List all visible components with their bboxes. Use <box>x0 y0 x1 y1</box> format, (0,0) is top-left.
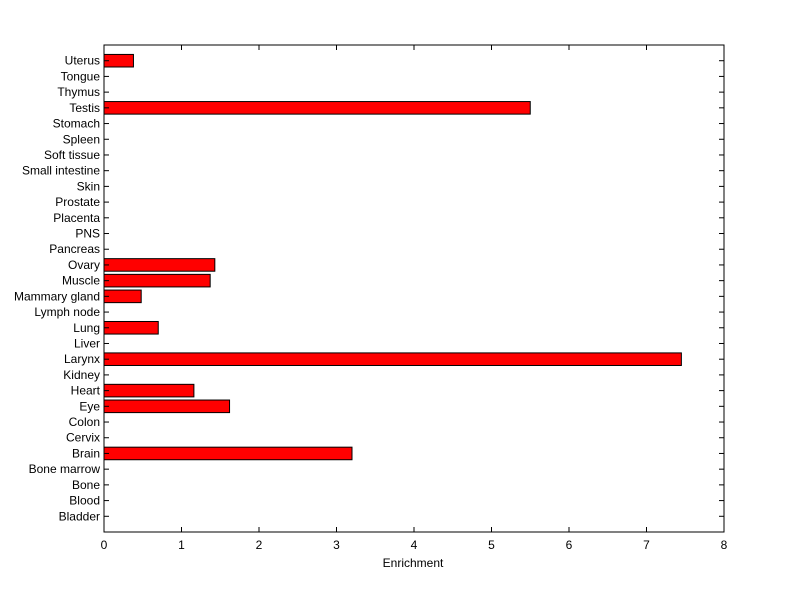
y-tick-label: Stomach <box>53 117 100 131</box>
x-tick-label: 2 <box>256 538 263 552</box>
y-tick-label: Eye <box>79 399 100 413</box>
y-tick-label: Prostate <box>55 195 100 209</box>
y-tick-label: Bone marrow <box>29 462 101 476</box>
bar-ovary <box>103 258 216 272</box>
bar-mammary-gland <box>103 289 142 304</box>
y-tick-label: Lung <box>73 321 100 335</box>
bar-lung <box>103 320 159 335</box>
y-tick-label: Blood <box>69 494 100 508</box>
x-tick-label: 1 <box>178 538 185 552</box>
bars-group <box>103 53 682 461</box>
y-tick-label: Liver <box>74 336 100 350</box>
y-tick-label: Uterus <box>65 54 100 68</box>
x-tick-label: 0 <box>101 538 108 552</box>
y-tick-label: PNS <box>75 227 100 241</box>
bar-muscle <box>103 273 211 288</box>
bar-testis <box>103 101 531 115</box>
y-tick-label: Muscle <box>62 274 100 288</box>
y-tick-label: Colon <box>69 415 100 429</box>
y-tick-label: Spleen <box>63 132 100 146</box>
y-tick-label: Small intestine <box>22 164 100 178</box>
y-tick-label: Thymus <box>57 85 100 99</box>
y-tick-label: Soft tissue <box>44 148 100 162</box>
x-tick-label: 6 <box>566 538 573 552</box>
x-axis-label: Enrichment <box>383 556 444 570</box>
x-tick-label: 7 <box>643 538 650 552</box>
bar-eye <box>103 399 231 414</box>
y-tick-label: Lymph node <box>34 305 100 319</box>
x-tick-label: 3 <box>333 538 340 552</box>
y-tick-label: Kidney <box>63 368 100 382</box>
y-tick-label: Larynx <box>64 352 100 366</box>
x-ticks-group: 0 1 2 3 4 5 6 7 8 <box>101 45 728 552</box>
bar-larynx <box>103 352 682 366</box>
bar-brain <box>103 446 353 461</box>
y-tick-label: Mammary gland <box>14 289 100 303</box>
x-tick-label: 8 <box>721 538 728 552</box>
y-tick-label: Tongue <box>61 69 101 83</box>
y-tick-label: Pancreas <box>49 242 100 256</box>
x-tick-label: 4 <box>411 538 418 552</box>
y-tick-label: Bladder <box>59 509 100 523</box>
y-tick-label: Heart <box>71 384 101 398</box>
y-tick-label: Testis <box>69 101 100 115</box>
bar-heart <box>103 383 195 398</box>
y-tick-label: Bone <box>72 478 100 492</box>
plot-area-frame <box>103 44 725 533</box>
y-tick-label: Cervix <box>66 431 100 445</box>
y-tick-label: Ovary <box>68 258 100 272</box>
y-tick-label: Brain <box>72 446 100 460</box>
y-tick-label: Placenta <box>53 211 100 225</box>
y-tick-label: Skin <box>77 179 100 193</box>
x-tick-label: 5 <box>488 538 495 552</box>
